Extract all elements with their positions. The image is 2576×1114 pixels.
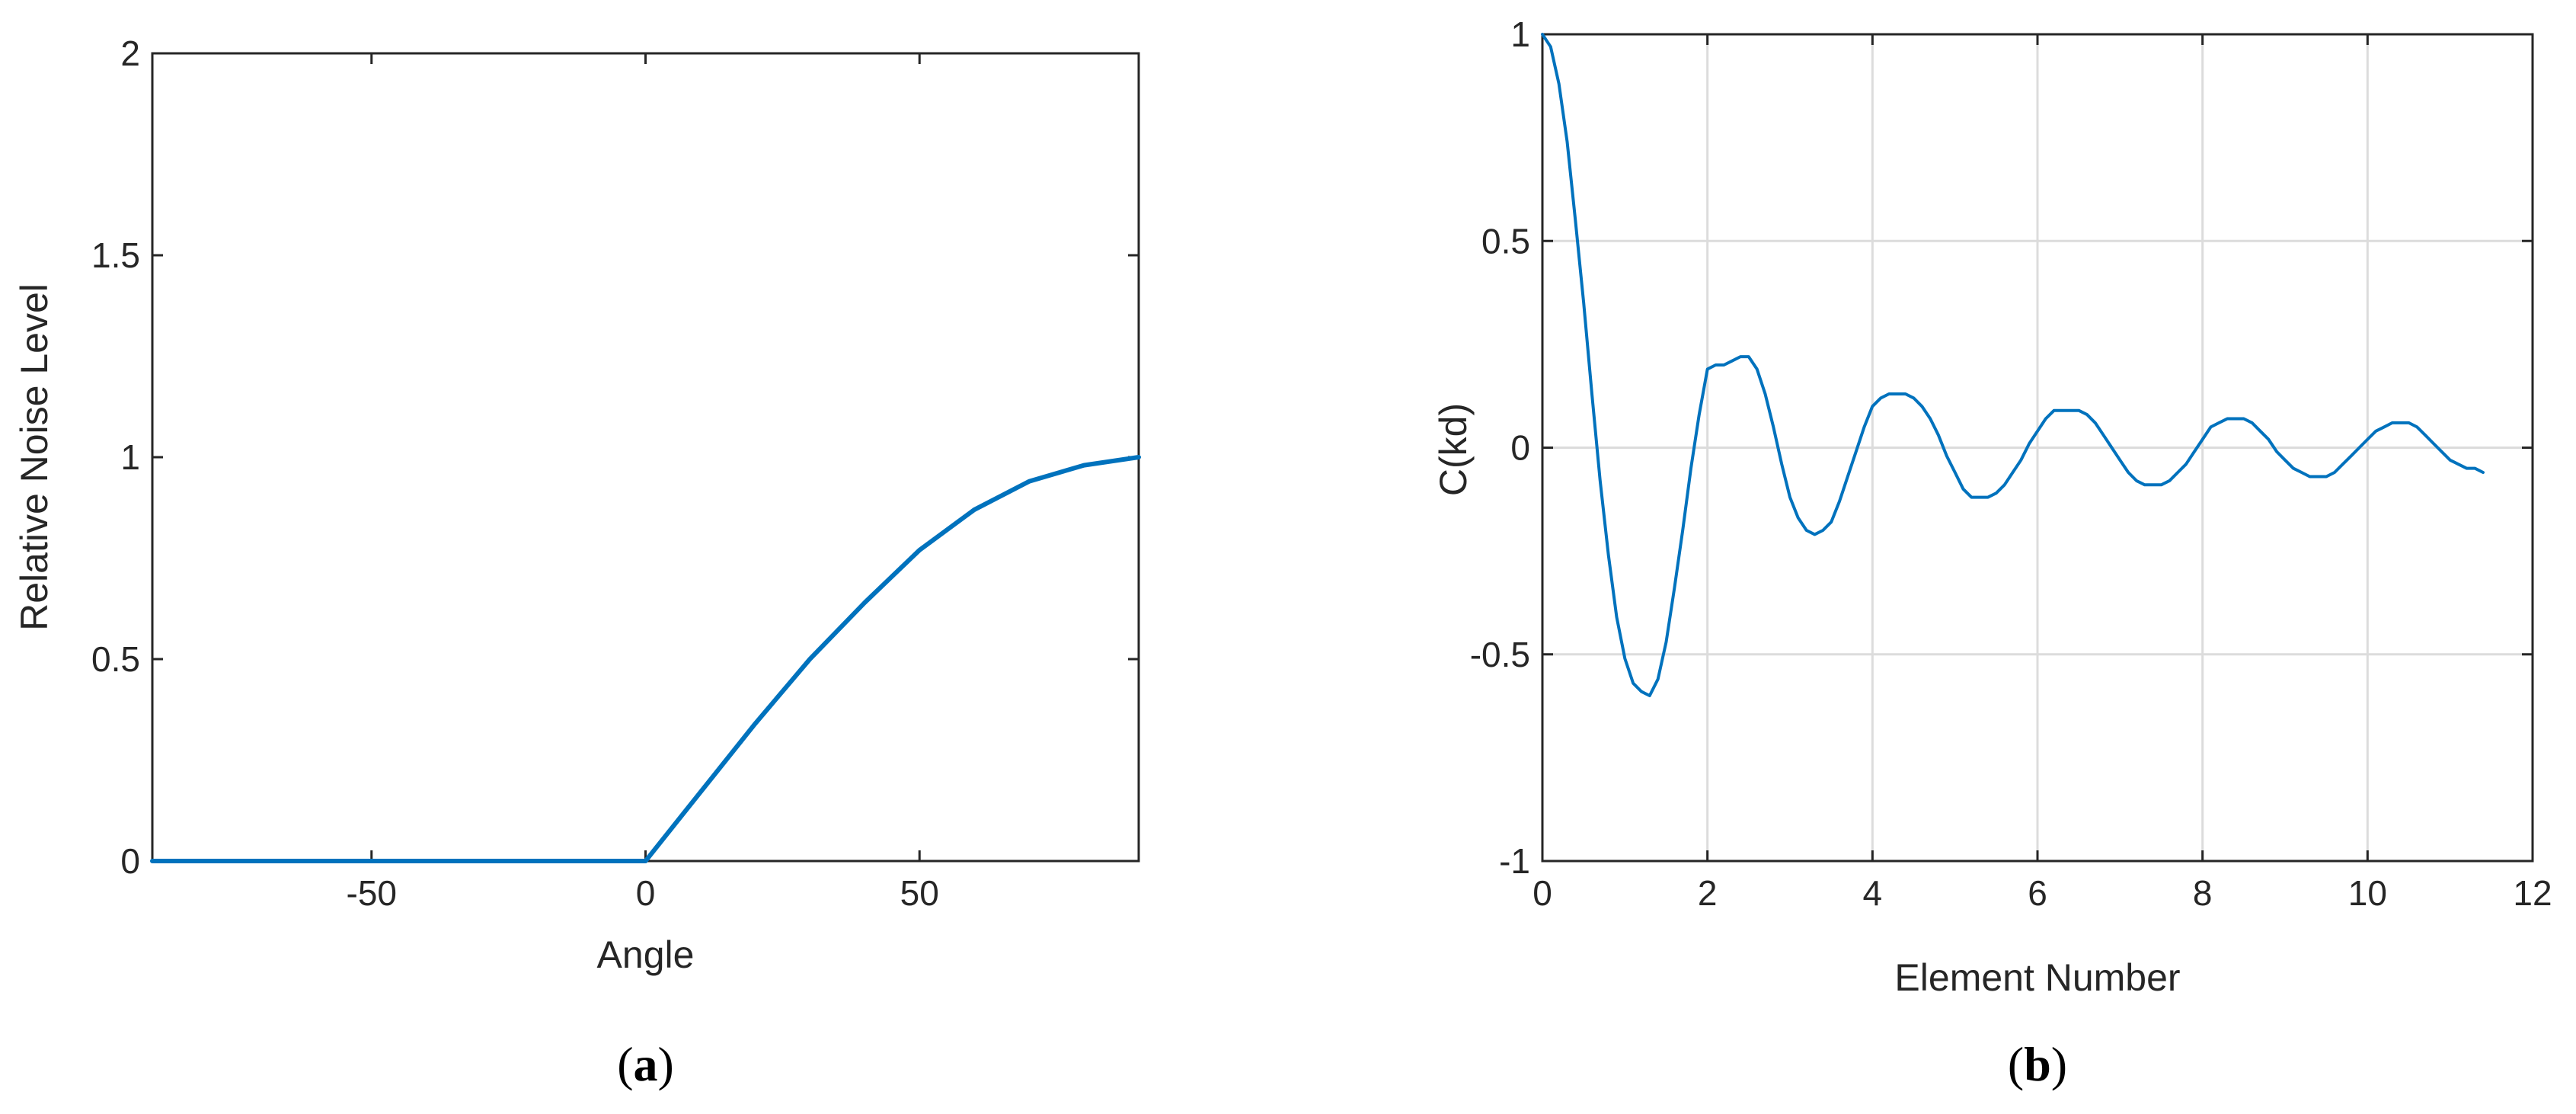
panel-b-grid bbox=[1542, 34, 2533, 861]
panel-a: -50 0 50 0 0.5 1 1.5 2 Angle Relative Noise Lev… bbox=[13, 34, 1141, 1091]
panel-b-y-tick-label: -1 bbox=[1499, 841, 1530, 881]
panel-b-x-tick-label: 6 bbox=[2028, 873, 2047, 913]
panel-a-x-tick-label: 50 bbox=[900, 873, 939, 913]
panel-b-y-tick-label: -0.5 bbox=[1470, 635, 1530, 674]
panel-b-y-tick-label: 0 bbox=[1510, 428, 1530, 468]
panel-b-caption-letter: b bbox=[2024, 1037, 2051, 1091]
panel-a-y-axis-label: Relative Noise Level bbox=[13, 283, 56, 631]
panel-a-series-line bbox=[150, 455, 1141, 863]
panel-b-caption-close-paren: ) bbox=[2051, 1037, 2067, 1091]
panel-b-x-tick-label: 10 bbox=[2348, 873, 2387, 913]
panel-b-caption-open-paren: ( bbox=[2008, 1037, 2024, 1091]
panel-a-x-axis-label: Angle bbox=[597, 933, 695, 976]
panel-b-x-tick-label: 2 bbox=[1698, 873, 1718, 913]
panel-a-y-tick-label: 1 bbox=[120, 437, 140, 477]
panel-b-x-tick-label: 4 bbox=[1863, 873, 1883, 913]
panel-b-y-tick-label: 1 bbox=[1510, 14, 1530, 54]
panel-a-x-tick-label: 0 bbox=[636, 873, 656, 913]
panel-a-caption-close-paren: ) bbox=[658, 1037, 674, 1091]
panel-a-caption-open-paren: ( bbox=[617, 1037, 633, 1091]
panel-a-y-tick-label: 2 bbox=[120, 34, 140, 73]
panel-b-x-tick-label: 0 bbox=[1532, 873, 1552, 913]
panel-a-y-tick-label: 1.5 bbox=[91, 235, 140, 275]
panel-b-y-tick-label: 0.5 bbox=[1481, 221, 1530, 261]
panel-a-caption: (a) bbox=[617, 1037, 674, 1091]
panel-b-x-tick-label: 8 bbox=[2193, 873, 2213, 913]
panel-a-ticks: -50 0 50 0 0.5 1 1.5 2 bbox=[91, 34, 1139, 913]
panel-a-x-tick-label: -50 bbox=[347, 873, 397, 913]
panel-b-y-axis-label: C(kd) bbox=[1432, 403, 1475, 496]
panel-b-x-tick-label: 12 bbox=[2513, 873, 2552, 913]
panel-a-caption-letter: a bbox=[634, 1037, 658, 1091]
panel-b-x-axis-label: Element Number bbox=[1894, 956, 2180, 999]
panel-b-caption: (b) bbox=[2008, 1037, 2067, 1091]
panel-b-series-line bbox=[1541, 33, 2485, 697]
panel-b: 0 2 4 6 8 10 12 -1 -0.5 0 0.5 1 Element Number C(kd… bbox=[1432, 14, 2552, 1091]
panel-a-y-tick-label: 0 bbox=[120, 841, 140, 881]
panel-a-y-tick-label: 0.5 bbox=[91, 639, 140, 679]
